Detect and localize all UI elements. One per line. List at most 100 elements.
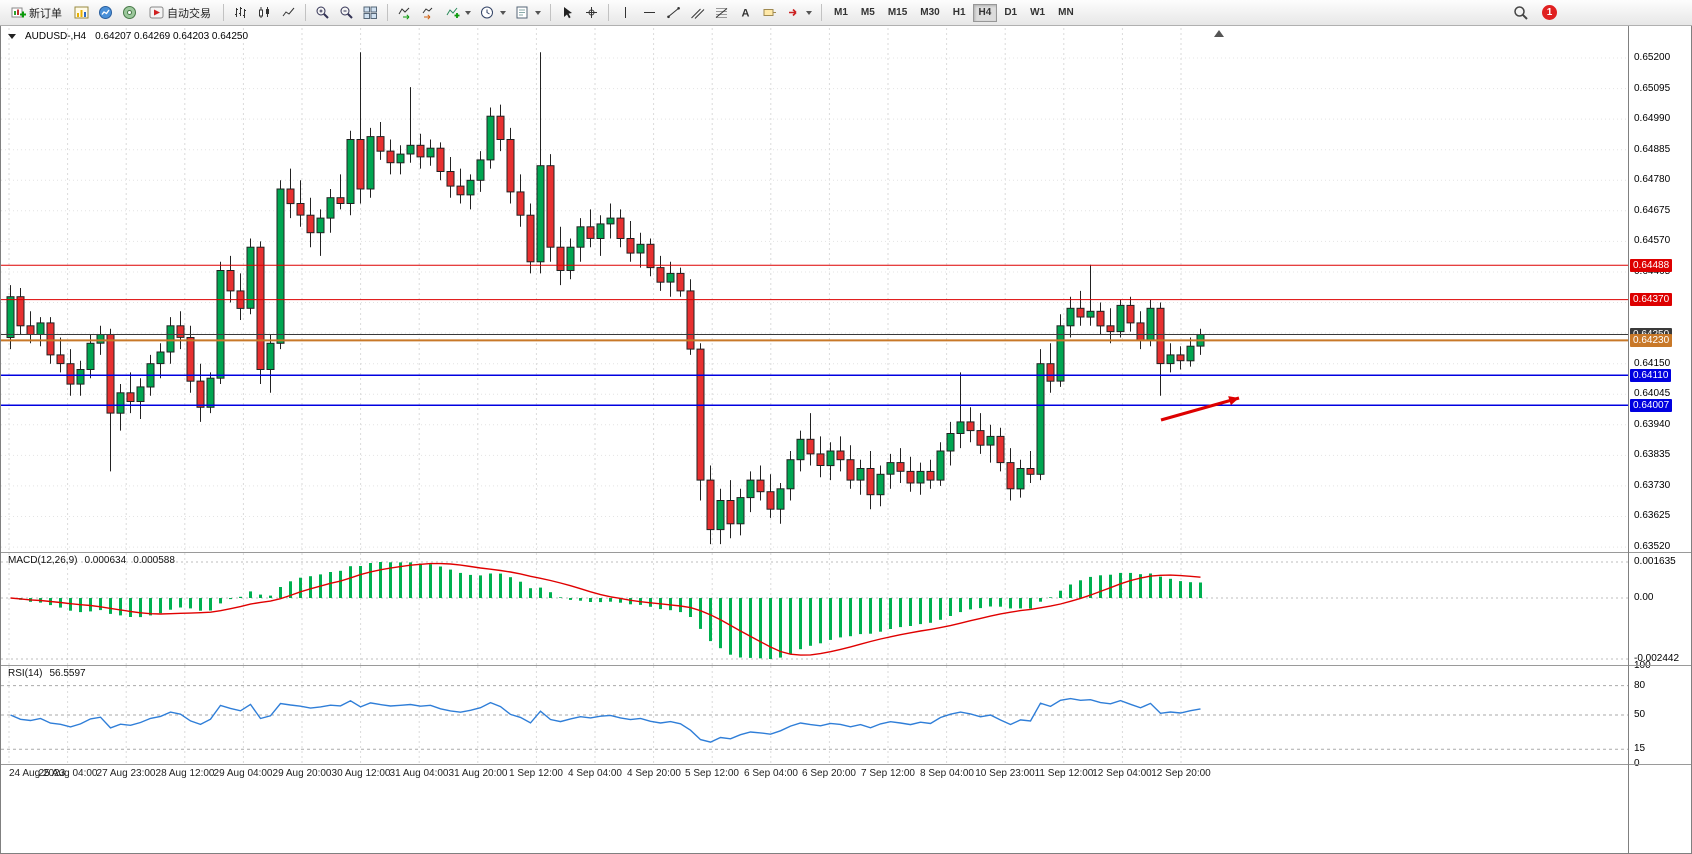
text-tool-button[interactable]: A	[735, 2, 756, 23]
price-axis-label: 0.64780	[1634, 174, 1671, 185]
horizontal-line-tool-button[interactable]	[639, 2, 660, 23]
chevron-down-icon	[465, 10, 471, 15]
time-axis-label: 25 Aug 04:00	[38, 768, 98, 779]
chart-title: AUDUSD-,H4 0.64207 0.64269 0.64203 0.642…	[8, 31, 248, 42]
time-axis-label: 7 Sep 12:00	[861, 768, 915, 779]
crosshair-button[interactable]	[581, 2, 602, 23]
indicators-button[interactable]	[442, 2, 474, 23]
arrow-shape-icon	[789, 8, 797, 17]
toolbar: 新订单	[0, 0, 1692, 26]
time-axis-label: 4 Sep 04:00	[568, 768, 622, 779]
clock-icon	[481, 6, 493, 19]
zoom-out-button[interactable]	[336, 2, 357, 23]
line-chart-icon	[282, 7, 295, 17]
rsi-axis-label: 0	[1634, 758, 1640, 770]
rsi-pane[interactable]: RSI(14) 56.5597	[1, 666, 1628, 764]
ohlc-values: 0.64207 0.64269 0.64203 0.64250	[95, 31, 249, 42]
autotrade-button[interactable]: 自动交易	[143, 2, 217, 23]
chevron-down-icon	[806, 10, 812, 15]
main-chart-pane[interactable]: AUDUSD-,H4 0.64207 0.64269 0.64203 0.642…	[1, 28, 1628, 552]
chevron-down-icon	[500, 10, 506, 15]
periods-button[interactable]	[477, 2, 509, 23]
text-label-tool-button[interactable]	[759, 2, 780, 23]
macd-label: MACD(12,26,9) 0.000634 0.000588	[8, 555, 175, 566]
auto-scroll-button[interactable]	[394, 2, 415, 23]
template-icon	[516, 6, 528, 19]
toolbar-right-tools: 1	[1510, 2, 1557, 23]
price-tag: 0.64007	[1630, 399, 1673, 412]
price-axis-label: 0.64150	[1634, 358, 1671, 369]
vertical-line-tool-button[interactable]	[615, 2, 636, 23]
timeframe-button-mn[interactable]: MN	[1058, 6, 1074, 18]
rsi-axis-label: 80	[1634, 680, 1646, 691]
timeframe-button-m30[interactable]: M30	[920, 6, 940, 18]
timeframe-group: M1 M5 M15 M30 H1 H4 D1 W1 MN	[828, 3, 1080, 22]
time-axis-label: 12 Sep 04:00	[1092, 768, 1152, 779]
channel-tool-button[interactable]	[687, 2, 708, 23]
time-axis-label: 11 Sep 12:00	[1034, 768, 1094, 779]
time-axis-label: 8 Sep 04:00	[920, 768, 974, 779]
community-button[interactable]	[95, 2, 116, 23]
rsi-name: RSI(14)	[8, 668, 43, 679]
trendline-tool-button[interactable]	[663, 2, 684, 23]
templates-button[interactable]	[512, 2, 544, 23]
price-axis-label: 0.64885	[1634, 144, 1671, 155]
toolbar-separator	[821, 4, 822, 21]
timeframe-button-w1[interactable]: W1	[1030, 6, 1046, 18]
zoom-out-icon	[340, 6, 353, 19]
new-order-button[interactable]: 新订单	[5, 2, 68, 23]
line-chart-button[interactable]	[278, 2, 299, 23]
navigator-button[interactable]	[119, 2, 140, 23]
candlestick-chart-icon	[259, 7, 269, 18]
chart-shift-button[interactable]	[418, 2, 439, 23]
zoom-in-button[interactable]	[312, 2, 333, 23]
price-tag: 0.64230	[1630, 334, 1673, 347]
bar-chart-button[interactable]	[230, 2, 251, 23]
market-watch-button[interactable]	[71, 2, 92, 23]
pane-separator[interactable]	[1, 665, 1628, 666]
chart-menu-triangle-icon[interactable]	[8, 34, 16, 39]
macd-pane[interactable]: MACD(12,26,9) 0.000634 0.000588	[1, 553, 1628, 665]
price-axis-label: 0.63730	[1634, 480, 1671, 491]
price-axis-label: 0.65200	[1634, 52, 1671, 63]
candlestick-chart[interactable]	[1, 28, 1628, 552]
macd-chart[interactable]	[1, 553, 1628, 665]
timeframe-button-m5[interactable]: M5	[860, 6, 875, 18]
timeframe-button-m1[interactable]: M1	[834, 6, 848, 18]
timeframe-button-m15[interactable]: M15	[887, 6, 908, 18]
price-axis-label: 0.64045	[1634, 388, 1671, 399]
timeframe-button-d1[interactable]: D1	[1004, 6, 1018, 18]
rsi-chart[interactable]	[1, 666, 1628, 764]
time-axis-label: 31 Aug 20:00	[448, 768, 508, 779]
chart-shift-icon	[422, 7, 433, 20]
arrows-shapes-button[interactable]	[783, 2, 815, 23]
timeframe-button-h4[interactable]: H4	[972, 3, 998, 22]
search-button[interactable]	[1510, 2, 1532, 23]
zoom-in-icon	[316, 6, 329, 19]
cursor-button[interactable]	[557, 2, 578, 23]
macd-signal-value: 0.000588	[133, 555, 175, 566]
timeframe-button-h1[interactable]: H1	[952, 6, 966, 18]
price-axis[interactable]: 0.65200 0.65095 0.64990 0.64885 0.64780 0.646…	[1628, 26, 1691, 853]
crosshair-icon	[586, 7, 597, 18]
time-axis-label: 29 Aug 20:00	[272, 768, 332, 779]
candlestick-chart-button[interactable]	[254, 2, 275, 23]
macd-name: MACD(12,26,9)	[8, 555, 78, 566]
vertical-line-icon	[625, 7, 626, 18]
time-axis-label: 28 Aug 12:00	[155, 768, 215, 779]
rsi-label: RSI(14) 56.5597	[8, 668, 86, 679]
macd-axis-label: 0.00	[1634, 592, 1654, 603]
time-axis-label: 6 Sep 20:00	[802, 768, 856, 779]
fibonacci-tool-button[interactable]	[711, 2, 732, 23]
macd-axis-label: -0.002442	[1634, 653, 1680, 664]
pane-separator[interactable]	[1, 552, 1628, 553]
time-axis[interactable]: 24 Aug 2023 25 Aug 04:00 27 Aug 23:00 28 Au…	[1, 765, 1628, 783]
tile-windows-button[interactable]	[360, 2, 381, 23]
fibonacci-icon	[715, 8, 728, 18]
pane-separator[interactable]	[1, 764, 1628, 765]
symbol-period-label: AUDUSD-,H4	[25, 31, 87, 42]
new-order-label: 新订单	[29, 7, 62, 20]
time-axis-label: 29 Aug 04:00	[213, 768, 273, 779]
notification-badge[interactable]: 1	[1542, 5, 1557, 20]
